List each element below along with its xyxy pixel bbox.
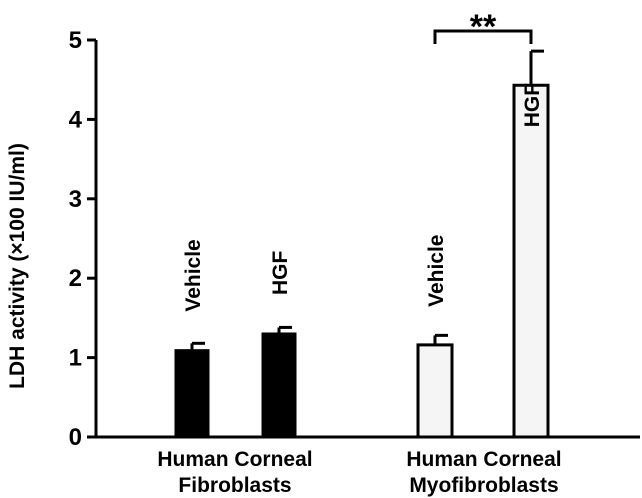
x-axis: Human Corneal Fibroblasts Human Corneal Myo…	[94, 435, 640, 497]
y-tick-label: 5	[69, 27, 82, 54]
bar-label: HGF	[521, 83, 544, 128]
bar	[174, 349, 210, 438]
bar	[416, 343, 454, 439]
group-label-line2: Myofibroblasts	[409, 474, 558, 497]
y-tick-label: 1	[69, 345, 82, 372]
y-axis-title: LDH activity (×100 IU/ml)	[6, 143, 29, 389]
bars: Vehicle HGF Vehicle HGF	[174, 49, 550, 439]
significance-annotation: **	[433, 8, 533, 46]
y-tick-label: 3	[69, 186, 82, 213]
bar-label: HGF	[269, 250, 292, 295]
bar-label: Vehicle	[425, 235, 448, 307]
significance-bracket	[433, 29, 533, 44]
y-tick-label: 4	[69, 106, 83, 133]
y-tick-label: 0	[69, 424, 82, 451]
group-label-line1: Human Corneal	[406, 448, 561, 471]
y-axis: 0 1 2 3 4 5	[69, 27, 98, 451]
bar	[261, 332, 297, 438]
group-label-line2: Fibroblasts	[178, 474, 291, 497]
group-label-line1: Human Corneal	[157, 448, 312, 471]
y-tick-label: 2	[69, 265, 82, 292]
significance-label: **	[470, 8, 497, 46]
bar-label: Vehicle	[182, 239, 205, 311]
bar	[512, 83, 550, 439]
